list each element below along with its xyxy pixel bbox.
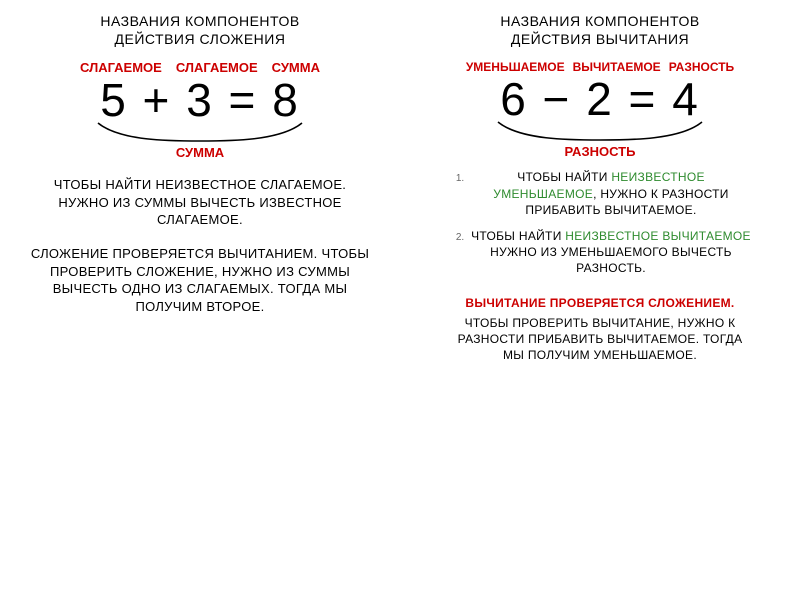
subtraction-labels: УМЕНЬШАЕМОЕ ВЫЧИТАЕМОЕ РАЗНОСТЬ xyxy=(466,60,734,74)
title-line: ДЕЙСТВИЯ ВЫЧИТАНИЯ xyxy=(511,31,689,47)
label-subtrahend: ВЫЧИТАЕМОЕ xyxy=(573,60,661,74)
rule-highlight: НЕИЗВЕСТНОЕ ВЫЧИТАЕМОЕ xyxy=(565,229,751,243)
label-minuend: УМЕНЬШАЕМОЕ xyxy=(466,60,565,74)
subtraction-brace xyxy=(480,120,720,144)
addition-brace xyxy=(80,121,320,145)
label-addend-1: СЛАГАЕМОЕ xyxy=(80,60,162,75)
addition-summary-label: СУММА xyxy=(176,145,224,160)
title-line: НАЗВАНИЯ КОМПОНЕНТОВ xyxy=(500,13,699,29)
subtraction-check-body: ЧТОБЫ ПРОВЕРИТЬ ВЫЧИТАНИЕ, НУЖНО К РАЗНО… xyxy=(450,315,750,364)
subtraction-equation: 6 − 2 = 4 xyxy=(500,76,700,122)
rule-text: НУЖНО ИЗ УМЕНЬШАЕМОГО ВЫЧЕСТЬ РАЗНОСТЬ. xyxy=(490,245,732,275)
addition-title: НАЗВАНИЯ КОМПОНЕНТОВ ДЕЙСТВИЯ СЛОЖЕНИЯ xyxy=(100,12,299,48)
subtraction-rules: ЧТОБЫ НАЙТИ НЕИЗВЕСТНОЕ УМЕНЬШАЕМОЕ, НУЖ… xyxy=(445,169,755,286)
rule-text: ЧТОБЫ НАЙТИ xyxy=(517,170,611,184)
label-addend-2: СЛАГАЕМОЕ xyxy=(176,60,258,75)
addition-labels: СЛАГАЕМОЕ СЛАГАЕМОЕ СУММА xyxy=(80,60,320,75)
rule-text: ЧТОБЫ НАЙТИ xyxy=(471,229,565,243)
label-sum: СУММА xyxy=(272,60,320,75)
subtraction-rule-1: ЧТОБЫ НАЙТИ НЕИЗВЕСТНОЕ УМЕНЬШАЕМОЕ, НУЖ… xyxy=(467,169,755,218)
addition-column: НАЗВАНИЯ КОМПОНЕНТОВ ДЕЙСТВИЯ СЛОЖЕНИЯ С… xyxy=(10,12,400,590)
subtraction-summary-label: РАЗНОСТЬ xyxy=(565,144,636,159)
subtraction-check-title: ВЫЧИТАНИЕ ПРОВЕРЯЕТСЯ СЛОЖЕНИЕМ. xyxy=(465,295,734,311)
title-line: НАЗВАНИЯ КОМПОНЕНТОВ xyxy=(100,13,299,29)
addition-check: СЛОЖЕНИЕ ПРОВЕРЯЕТСЯ ВЫЧИТАНИЕМ. ЧТОБЫ П… xyxy=(30,245,370,315)
addition-rule: ЧТОБЫ НАЙТИ НЕИЗВЕСТНОЕ СЛАГАЕМОЕ. НУЖНО… xyxy=(30,176,370,229)
page: НАЗВАНИЯ КОМПОНЕНТОВ ДЕЙСТВИЯ СЛОЖЕНИЯ С… xyxy=(0,0,800,600)
title-line: ДЕЙСТВИЯ СЛОЖЕНИЯ xyxy=(115,31,286,47)
addition-equation: 5 + 3 = 8 xyxy=(100,77,300,123)
subtraction-column: НАЗВАНИЯ КОМПОНЕНТОВ ДЕЙСТВИЯ ВЫЧИТАНИЯ … xyxy=(400,12,790,590)
label-difference: РАЗНОСТЬ xyxy=(669,60,734,74)
subtraction-title: НАЗВАНИЯ КОМПОНЕНТОВ ДЕЙСТВИЯ ВЫЧИТАНИЯ xyxy=(500,12,699,48)
subtraction-rule-2: ЧТОБЫ НАЙТИ НЕИЗВЕСТНОЕ ВЫЧИТАЕМОЕ НУЖНО… xyxy=(467,228,755,277)
